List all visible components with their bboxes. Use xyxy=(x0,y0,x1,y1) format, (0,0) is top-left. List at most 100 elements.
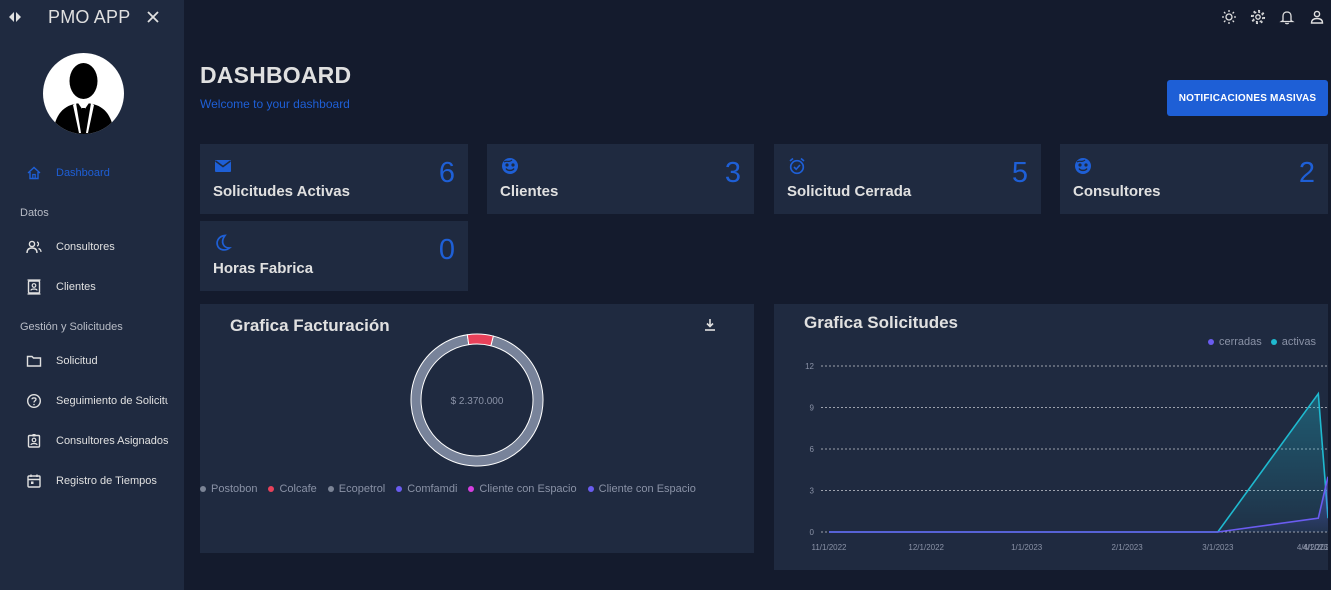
stat-label: Clientes xyxy=(500,183,559,200)
home-icon xyxy=(27,166,41,180)
billing-chart-legend: Postobon Colcafe Ecopetrol Comfamdi Cliente … xyxy=(200,483,696,495)
requests-chart-panel: Grafica Solicitudes cerradas activas 0 3 6… xyxy=(774,304,1328,570)
help-circle-icon xyxy=(26,393,42,409)
sidebar-item-label: Registro de Tiempos xyxy=(56,475,157,487)
billing-chart-title: Grafica Facturación xyxy=(230,316,390,335)
user-profile-icon[interactable] xyxy=(1309,9,1325,25)
legend-item[interactable]: Ecopetrol xyxy=(327,483,386,495)
legend-item[interactable]: Comfamdi xyxy=(396,483,457,495)
sidebar-item-label: Dashboard xyxy=(56,167,110,179)
folder-icon xyxy=(26,355,42,367)
x-tick-label: 1/1/2023 xyxy=(1011,543,1043,552)
sidebar-item-label: Clientes xyxy=(56,281,96,293)
legend-item[interactable]: Colcafe xyxy=(268,483,317,495)
sidebar-item-label: Seguimiento de Solicitud xyxy=(56,395,168,407)
series-area-cerradas xyxy=(829,476,1328,532)
stat-label: Solicitud Cerrada xyxy=(787,183,912,200)
settings-gear-icon[interactable] xyxy=(1250,9,1266,25)
legend-item[interactable]: Cliente con Espacio xyxy=(587,483,696,495)
stat-card-horas-fabrica[interactable]: Horas Fabrica 0 xyxy=(200,221,468,291)
stat-card-consultores[interactable]: Consultores 2 xyxy=(1060,144,1328,214)
stat-card-clientes[interactable]: Clientes 3 xyxy=(487,144,754,214)
moon-icon xyxy=(216,234,232,251)
contacts-icon xyxy=(27,279,41,295)
stat-value: 6 xyxy=(438,157,455,189)
download-icon[interactable] xyxy=(704,318,716,332)
page-title: DASHBOARD xyxy=(200,62,352,88)
light-mode-icon[interactable] xyxy=(1221,9,1237,25)
sidebar-item-consultores[interactable]: Consultores xyxy=(0,236,184,258)
legend-label: activas xyxy=(1281,336,1316,348)
legend-label: Colcafe xyxy=(279,483,317,495)
alarm-icon xyxy=(789,157,805,175)
legend-item[interactable]: Postobon xyxy=(200,483,257,495)
mail-icon xyxy=(215,160,231,172)
sidebar-item-label: Consultores xyxy=(56,241,115,253)
calendar-icon xyxy=(27,474,41,488)
legend-dot xyxy=(396,486,403,492)
x-tick-label: 2/1/2023 xyxy=(1112,543,1144,552)
legend-item-cerradas[interactable]: cerradas xyxy=(1207,336,1262,348)
x-tick-label: 3/1/2023 xyxy=(1202,543,1234,552)
billing-donut-chart: $ 2.370.000 xyxy=(410,333,544,467)
legend-label: Cliente con Espacio xyxy=(598,483,696,495)
legend-dot xyxy=(327,486,334,492)
section-label-datos: Datos xyxy=(20,207,49,219)
sidebar-item-solicitud[interactable]: Solicitud xyxy=(0,350,184,372)
user-silhouette-icon xyxy=(53,63,114,134)
stat-value: 3 xyxy=(724,157,741,189)
mass-notifications-button[interactable]: NOTIFICACIONES MASIVAS xyxy=(1167,80,1328,116)
y-tick-label: 12 xyxy=(805,362,814,371)
y-tick-label: 0 xyxy=(810,528,815,537)
legend-item-activas[interactable]: activas xyxy=(1270,336,1316,348)
x-tick-label: 11/1/2022 xyxy=(812,543,848,552)
series-area-activas xyxy=(829,393,1328,532)
legend-item[interactable]: Cliente con Espacio xyxy=(468,483,577,495)
requests-chart-legend: cerradas activas xyxy=(1207,336,1316,348)
requests-chart-title: Grafica Solicitudes xyxy=(804,313,958,332)
stat-value: 2 xyxy=(1298,157,1315,189)
legend-dot xyxy=(468,486,475,492)
requests-line-chart: 0 3 6 9 12 11/1/2022 12/1/2022 1/1/2023 2/1/2023… xyxy=(805,362,1328,552)
badge-icon xyxy=(27,434,41,448)
legend-dot xyxy=(200,486,206,492)
sidebar-header: PMO APP xyxy=(0,0,184,34)
legend-label: Comfamdi xyxy=(407,483,458,495)
y-tick-label: 6 xyxy=(810,445,815,454)
stat-card-solicitud-cerrada[interactable]: Solicitud Cerrada 5 xyxy=(774,144,1041,214)
app-title: PMO APP xyxy=(48,7,131,27)
collapse-icon[interactable] xyxy=(8,11,22,23)
sidebar-item-clientes[interactable]: Clientes xyxy=(0,276,184,298)
legend-dot xyxy=(587,486,594,492)
people-icon xyxy=(26,240,42,254)
pie-slice-colcafe[interactable] xyxy=(466,333,494,347)
stat-card-solicitudes-activas[interactable]: Solicitudes Activas 6 xyxy=(200,144,468,214)
sidebar-item-dashboard[interactable]: Dashboard xyxy=(0,162,184,184)
legend-label: Postobon xyxy=(211,483,258,495)
y-tick-label: 9 xyxy=(810,404,815,413)
notifications-bell-icon[interactable] xyxy=(1279,9,1295,25)
sidebar-item-consultores-asignados[interactable]: Consultores Asignados xyxy=(0,430,184,452)
page-subtitle: Welcome to your dashboard xyxy=(200,97,350,111)
close-icon[interactable] xyxy=(146,10,160,24)
legend-dot xyxy=(1270,339,1277,345)
x-tick-label: 12/1/2022 xyxy=(908,543,944,552)
avatar xyxy=(43,53,124,134)
billing-chart-panel: Grafica Facturación $ 2.370.000 Postobon… xyxy=(200,304,754,553)
stat-label: Solicitudes Activas xyxy=(213,183,350,200)
sidebar-item-label: Consultores Asignados xyxy=(56,435,168,447)
legend-label: cerradas xyxy=(1218,336,1262,348)
stat-label: Horas Fabrica xyxy=(213,260,314,277)
donut-center-label: $ 2.370.000 xyxy=(451,396,504,407)
pie-slice-postobon[interactable] xyxy=(410,334,544,467)
sidebar-item-seguimiento[interactable]: Seguimiento de Solicitud xyxy=(0,390,184,412)
section-label-gestion: Gestión y Solicitudes xyxy=(20,321,123,333)
legend-label: Ecopetrol xyxy=(338,483,386,495)
stat-value: 0 xyxy=(438,234,455,266)
sidebar-item-registro-tiempos[interactable]: Registro de Tiempos xyxy=(0,470,184,492)
face-icon xyxy=(502,158,518,174)
x-tick-label: 4/1/2023 xyxy=(1303,543,1328,552)
stat-label: Consultores xyxy=(1073,183,1161,200)
series-line-cerradas[interactable] xyxy=(829,476,1328,533)
face-icon xyxy=(1075,158,1091,174)
